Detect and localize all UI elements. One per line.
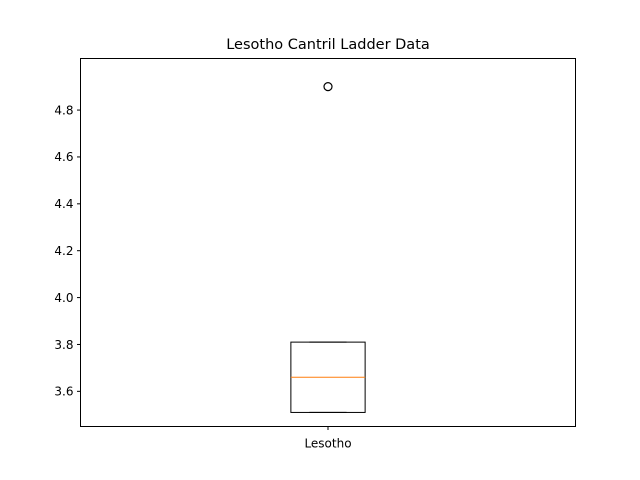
y-tick-label: 4.6	[54, 150, 73, 164]
y-tick-label: 3.8	[54, 338, 73, 352]
y-tick-label: 4.4	[54, 197, 73, 211]
y-axis: 3.6 3.8 4.0 4.2 4.4 4.6 4.8	[54, 103, 81, 399]
y-tick-label: 4.0	[54, 291, 73, 305]
y-tick-label: 4.2	[54, 244, 73, 258]
y-tick-label: 4.8	[54, 103, 73, 117]
plot-area	[290, 82, 366, 413]
chart-title: Lesotho Cantril Ladder Data	[226, 37, 430, 53]
y-tick-label: 3.6	[54, 385, 73, 399]
outlier-point	[323, 82, 333, 92]
axes-frame	[80, 58, 576, 427]
x-axis: Lesotho	[304, 426, 352, 451]
x-tick-label: Lesotho	[304, 437, 351, 451]
